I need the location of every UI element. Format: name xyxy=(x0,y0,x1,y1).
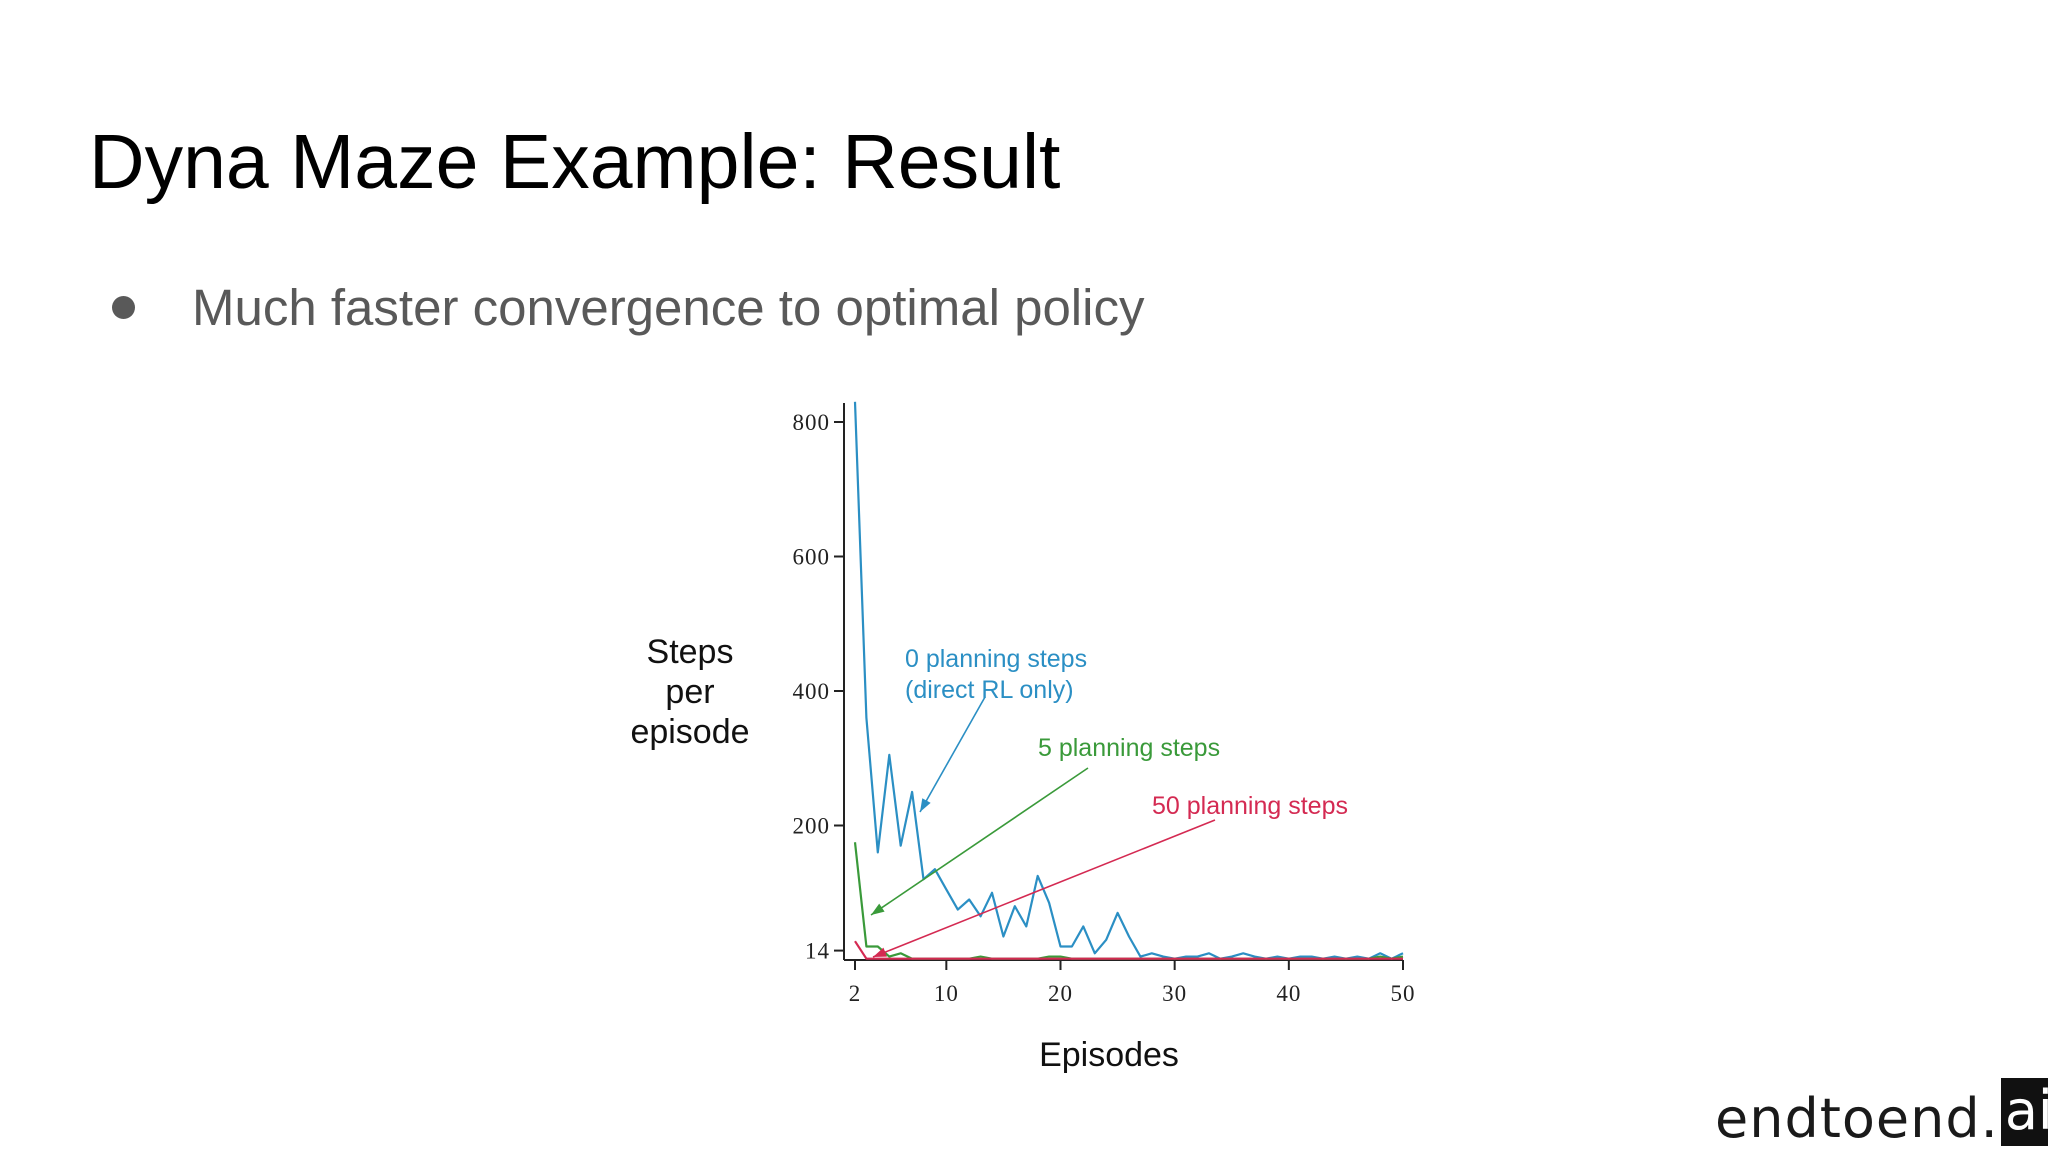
y-tick-label: 14 xyxy=(805,939,830,964)
x-tick-label: 2 xyxy=(849,981,862,1006)
bullet-item: Much faster convergence to optimal polic… xyxy=(112,278,1144,337)
annotation-label-2: 50 planning steps xyxy=(1152,792,1348,820)
annotation-arrow-line-1 xyxy=(870,767,1089,916)
series-line-1 xyxy=(853,842,1404,960)
annotation-label-0: (direct RL only) xyxy=(905,676,1074,704)
series-line-0 xyxy=(853,401,1404,960)
y-tick-label: 600 xyxy=(793,545,831,570)
annotation-arrowhead-1 xyxy=(871,903,885,915)
y-axis-title-line: Steps xyxy=(647,633,734,671)
annotation-arrow-line-2 xyxy=(872,819,1216,958)
x-axis-title: Episodes xyxy=(1039,1036,1179,1074)
series-lines xyxy=(853,401,1404,960)
endtoend-logo: endtoend. ai xyxy=(1715,1078,2048,1146)
brand-text: endtoend. xyxy=(1715,1087,1999,1150)
axes: 14 200 400 600 800 2 10 20 30 40 50 xyxy=(793,403,1416,1006)
x-tick-label: 10 xyxy=(934,981,959,1006)
annotations: 0 planning steps (direct RL only) 5 planni… xyxy=(870,645,1348,958)
bullet-dot-icon xyxy=(112,296,135,319)
brand-box: ai xyxy=(2000,1078,2048,1146)
annotation-label-1: 5 planning steps xyxy=(1038,734,1220,762)
annotation-arrowhead-2 xyxy=(873,947,887,957)
bullet-text: Much faster convergence to optimal polic… xyxy=(192,279,1145,336)
x-tick-label: 50 xyxy=(1391,981,1416,1006)
y-tick-label: 200 xyxy=(793,814,831,839)
annotation-arrow-line-0 xyxy=(919,696,986,813)
x-tick-label: 30 xyxy=(1162,981,1187,1006)
y-tick-label: 400 xyxy=(793,679,831,704)
x-tick-label: 40 xyxy=(1276,981,1301,1006)
annotation-arrowhead-0 xyxy=(920,798,931,812)
x-tick-label: 20 xyxy=(1048,981,1073,1006)
series-line-2 xyxy=(854,940,1403,960)
y-axis-title-line: episode xyxy=(630,713,749,751)
slide-title: Dyna Maze Example: Result xyxy=(89,119,1061,205)
annotation-label-0: 0 planning steps xyxy=(905,645,1087,673)
y-tick-label: 800 xyxy=(793,410,831,435)
y-axis-title-line: per xyxy=(665,673,714,711)
